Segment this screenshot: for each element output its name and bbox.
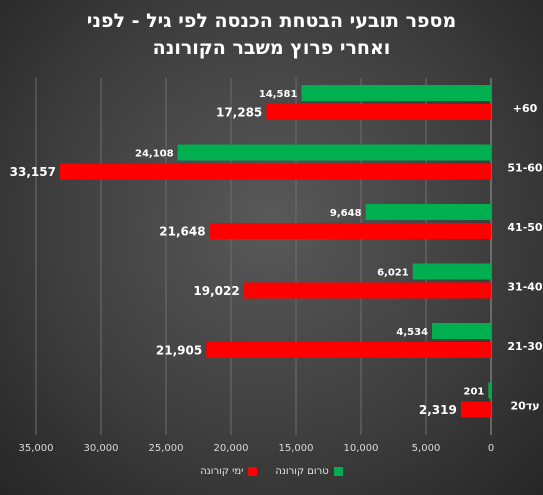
bar (412, 263, 491, 280)
x-tick-label: 5,000 (412, 443, 441, 454)
bar (266, 104, 491, 120)
x-tick-label: 10,000 (344, 443, 379, 454)
legend-item-covid: ימי קורונה (200, 466, 258, 477)
category-label: +60 (513, 102, 538, 115)
legend-swatch-covid (248, 467, 258, 476)
x-tick-label: 25,000 (149, 443, 184, 454)
data-label: 6,021 (377, 268, 409, 279)
x-tick-label: 30,000 (84, 443, 119, 454)
chart-title-line-2: ואחרי פרוץ משבר הקורונה (152, 37, 391, 59)
bar (432, 323, 491, 339)
legend: טרום קורונה ימי קורונה (0, 466, 543, 477)
x-tick-label: 15,000 (279, 443, 314, 454)
x-tick-label: 35,000 (19, 443, 54, 454)
chart-title-line-1: מספר תובעי הבטחת הכנסה לפי גיל - לפני (86, 10, 457, 32)
category-label: 41-50 (507, 221, 543, 234)
bar (488, 382, 491, 399)
category-label: 21-30 (507, 340, 543, 353)
category-label: 31-40 (507, 280, 543, 293)
legend-swatch-pre-covid (333, 467, 343, 476)
data-label: 4,534 (396, 327, 428, 338)
data-label: 21,905 (156, 344, 202, 358)
data-label: 19,022 (193, 284, 239, 298)
data-label: 21,648 (159, 225, 205, 239)
data-label: 201 (464, 387, 485, 398)
category-label: 51-60 (507, 161, 543, 174)
bar (460, 401, 491, 418)
legend-label-pre-covid: טרום קורונה (275, 466, 329, 477)
data-label: 9,648 (330, 208, 362, 219)
bar (59, 163, 492, 180)
data-label: 17,285 (216, 106, 262, 120)
bar (243, 282, 491, 299)
legend-item-pre-covid: טרום קורונה (275, 466, 343, 477)
bar (365, 204, 491, 220)
bar (209, 223, 492, 239)
bar (301, 85, 491, 101)
data-label: 33,157 (10, 165, 56, 179)
data-label: 14,581 (259, 89, 298, 100)
data-label: 24,108 (135, 149, 174, 160)
x-tick-label: 20,000 (214, 443, 249, 454)
bar (177, 144, 491, 161)
bar (206, 342, 492, 358)
chart-title: מספר תובעי הבטחת הכנסה לפי גיל - לפני וא… (0, 8, 543, 62)
category-label: עד20 (510, 399, 539, 412)
x-tick-label: 0 (488, 443, 494, 454)
legend-label-covid: ימי קורונה (200, 466, 244, 477)
data-label: 2,319 (419, 403, 457, 417)
